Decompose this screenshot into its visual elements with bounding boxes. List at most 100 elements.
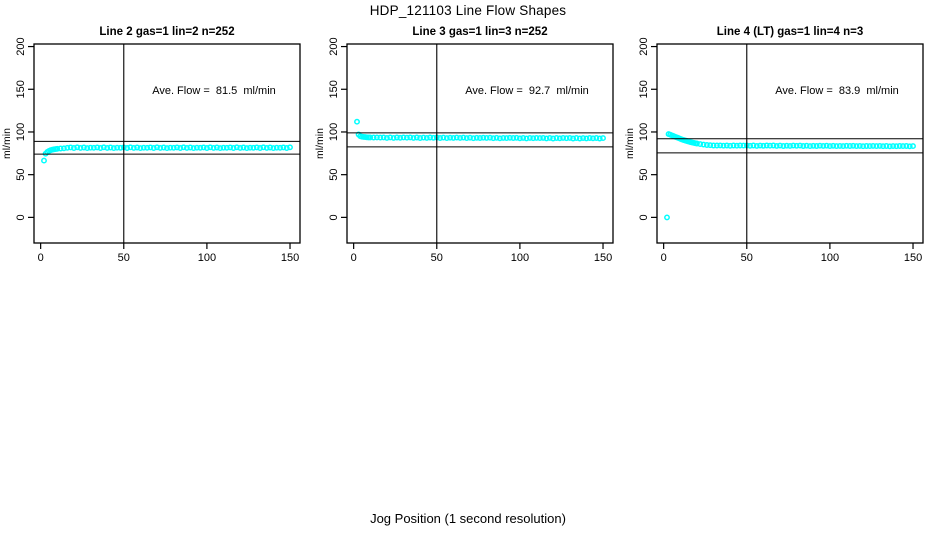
data-point xyxy=(906,143,913,150)
data-point xyxy=(400,134,407,141)
x-tick-label: 50 xyxy=(431,252,443,264)
y-tick-label: 0 xyxy=(328,214,340,220)
data-point xyxy=(127,144,134,151)
data-point xyxy=(190,145,197,152)
data-point xyxy=(553,135,560,141)
data-point xyxy=(174,144,180,151)
data-point xyxy=(90,144,97,151)
data-point xyxy=(383,134,390,141)
data-point xyxy=(730,142,737,149)
data-point xyxy=(410,134,417,141)
y-axis-label: ml/min xyxy=(624,128,636,159)
data-point xyxy=(447,134,454,141)
data-point xyxy=(556,135,563,142)
y-tick-label: 150 xyxy=(328,80,340,98)
data-point xyxy=(104,144,111,151)
data-point xyxy=(533,134,540,141)
data-point xyxy=(866,143,873,150)
data-point xyxy=(207,144,214,151)
data-point xyxy=(107,144,114,151)
data-point xyxy=(520,134,527,141)
data-point xyxy=(546,134,553,141)
data-point xyxy=(417,135,424,141)
data-point xyxy=(263,144,270,151)
data-point xyxy=(257,145,264,151)
data-point xyxy=(387,134,394,141)
data-point xyxy=(500,134,507,141)
data-point xyxy=(573,135,580,141)
data-point xyxy=(583,135,590,142)
x-tick-label: 150 xyxy=(281,252,299,264)
y-tick-label: 0 xyxy=(638,214,650,220)
data-point xyxy=(903,143,910,149)
y-tick-label: 200 xyxy=(328,37,340,55)
data-point xyxy=(713,142,720,149)
data-point xyxy=(160,144,167,151)
data-point xyxy=(80,144,87,151)
data-point xyxy=(413,134,420,141)
data-point xyxy=(860,143,867,150)
panel-title: Line 2 gas=1 lin=2 n=252 xyxy=(99,26,234,38)
data-point xyxy=(526,134,533,141)
data-point xyxy=(110,145,117,152)
data-point xyxy=(753,142,760,149)
data-point xyxy=(203,145,210,151)
data-point xyxy=(427,134,434,141)
data-point xyxy=(480,134,487,141)
data-point xyxy=(876,142,883,149)
data-point xyxy=(483,134,490,141)
data-point xyxy=(457,134,464,141)
data-point xyxy=(720,142,727,149)
data-point xyxy=(200,144,207,151)
data-point xyxy=(846,143,853,149)
data-point xyxy=(664,214,670,221)
data-point xyxy=(787,142,793,149)
data-point xyxy=(157,144,164,151)
data-point xyxy=(863,143,870,149)
data-point xyxy=(397,134,404,141)
panel-2: Line 3 gas=1 lin=3 n=252 0 50 100 150 0 50 100 1… xyxy=(314,26,614,264)
data-point xyxy=(516,135,523,142)
data-point xyxy=(747,142,754,149)
data-point xyxy=(823,142,830,149)
data-point xyxy=(880,143,887,150)
data-point xyxy=(354,118,360,125)
ave-flow-annotation: Ave. Flow = 92.7 ml/min xyxy=(465,85,589,97)
data-points xyxy=(41,144,293,164)
data-point xyxy=(513,134,520,141)
data-point xyxy=(430,134,437,141)
x-axis-label: Jog Position (1 second resolution) xyxy=(370,511,566,526)
data-point xyxy=(793,142,800,149)
data-point xyxy=(423,134,430,141)
data-point xyxy=(886,143,893,150)
data-point xyxy=(154,144,160,151)
data-point xyxy=(813,143,820,149)
data-point xyxy=(41,157,47,164)
x-tick-label: 150 xyxy=(594,252,612,264)
data-point xyxy=(140,144,147,151)
data-point xyxy=(380,134,387,141)
data-point xyxy=(84,145,91,152)
data-point xyxy=(826,143,833,150)
data-point xyxy=(757,142,764,149)
data-point xyxy=(367,134,374,141)
data-point xyxy=(180,144,187,151)
data-point xyxy=(510,135,517,141)
y-tick-label: 0 xyxy=(15,214,27,220)
y-tick-label: 200 xyxy=(15,37,27,55)
data-point xyxy=(810,142,817,149)
data-point xyxy=(463,135,470,142)
data-point xyxy=(134,144,141,151)
data-point xyxy=(710,142,717,149)
data-point xyxy=(800,143,807,149)
x-tick-label: 100 xyxy=(821,252,839,264)
data-point xyxy=(460,134,467,141)
x-tick-label: 0 xyxy=(38,252,44,264)
data-point xyxy=(247,144,254,151)
data-point xyxy=(693,140,700,147)
data-point xyxy=(727,142,734,149)
data-point xyxy=(737,142,744,149)
data-point xyxy=(853,143,860,150)
data-point xyxy=(393,134,400,141)
